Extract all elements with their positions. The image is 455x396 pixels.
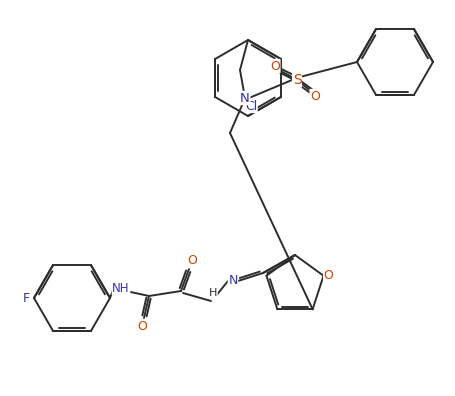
Text: F: F <box>22 291 30 305</box>
Text: H: H <box>209 288 217 298</box>
Text: N: N <box>228 274 238 287</box>
Text: O: O <box>324 269 334 282</box>
Text: NH: NH <box>112 282 130 295</box>
Text: O: O <box>270 59 280 72</box>
Text: N: N <box>240 91 250 105</box>
Text: O: O <box>187 255 197 268</box>
Text: O: O <box>137 320 147 333</box>
Text: Cl: Cl <box>245 99 257 112</box>
Text: O: O <box>310 89 320 103</box>
Text: S: S <box>293 73 301 87</box>
